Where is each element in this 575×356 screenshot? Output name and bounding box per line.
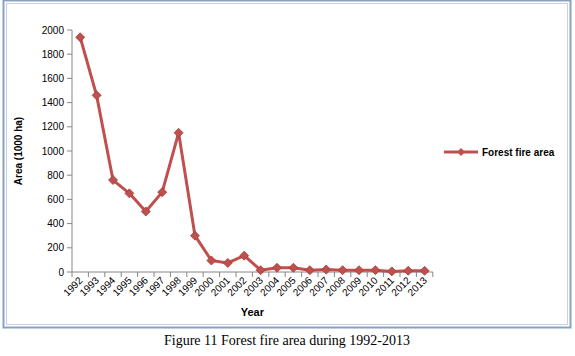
- data-point: [305, 266, 314, 275]
- y-axis-title: Area (1000 ha): [13, 117, 24, 185]
- x-tick-divider: [285, 272, 286, 277]
- y-tick-label: 2000: [42, 25, 65, 36]
- x-tick-divider: [72, 272, 73, 277]
- data-point: [420, 266, 429, 275]
- chart: 0200400600800100012001400160018002000199…: [0, 0, 575, 356]
- data-point: [322, 265, 331, 274]
- data-point: [256, 266, 265, 275]
- data-point: [223, 258, 232, 267]
- y-tick-label: 600: [47, 194, 64, 205]
- x-tick-divider: [219, 272, 220, 277]
- x-tick-divider: [383, 272, 384, 277]
- x-tick-divider: [170, 272, 171, 277]
- y-tick-label: 1800: [42, 49, 65, 60]
- y-tick: [67, 30, 72, 31]
- y-tick-label: 1600: [42, 73, 65, 84]
- data-point: [240, 251, 249, 260]
- x-tick-divider: [318, 272, 319, 277]
- data-point: [289, 263, 298, 272]
- frame-inner: [7, 4, 568, 325]
- x-tick-divider: [236, 272, 237, 277]
- x-tick-divider: [400, 272, 401, 277]
- data-point: [141, 207, 150, 216]
- y-tick: [67, 126, 72, 127]
- y-tick: [67, 175, 72, 176]
- x-tick-divider: [203, 272, 204, 277]
- plot-area: [76, 33, 429, 276]
- y-tick: [67, 247, 72, 248]
- data-point: [371, 266, 380, 275]
- data-point: [338, 266, 347, 275]
- y-tick-label: 400: [47, 218, 64, 229]
- y-tick: [67, 78, 72, 79]
- data-point: [404, 266, 413, 275]
- x-tick-divider: [432, 272, 433, 277]
- data-point: [191, 231, 200, 240]
- data-point: [109, 176, 118, 185]
- y-tick: [67, 102, 72, 103]
- x-tick-divider: [252, 272, 253, 277]
- data-point: [387, 267, 396, 276]
- y-tick: [67, 223, 72, 224]
- data-point: [125, 189, 134, 198]
- x-tick-divider: [268, 272, 269, 277]
- frame: [4, 1, 571, 328]
- x-tick-label: 2013: [406, 274, 430, 298]
- x-tick-divider: [104, 272, 105, 277]
- data-point: [207, 256, 216, 265]
- y-tick-label: 1400: [42, 97, 65, 108]
- y-tick-label: 800: [47, 170, 64, 181]
- x-axis-title: Year: [241, 306, 265, 318]
- x-tick-divider: [88, 272, 89, 277]
- data-point: [92, 91, 101, 100]
- x-tick-divider: [121, 272, 122, 277]
- caption: Figure 11 Forest fire area during 1992-2…: [164, 333, 410, 348]
- legend-marker: [457, 148, 465, 156]
- x-tick-divider: [334, 272, 335, 277]
- y-tick-label: 200: [47, 242, 64, 253]
- data-point: [355, 266, 364, 275]
- legend-label: Forest fire area: [482, 147, 555, 158]
- data-point: [76, 33, 85, 42]
- x-tick-divider: [186, 272, 187, 277]
- data-point: [174, 128, 183, 137]
- y-tick: [67, 272, 72, 273]
- x-tick-divider: [137, 272, 138, 277]
- y-tick: [67, 54, 72, 55]
- y-tick-label: 0: [58, 267, 64, 278]
- data-point: [273, 263, 282, 272]
- y-tick-label: 1000: [42, 146, 65, 157]
- x-tick-divider: [301, 272, 302, 277]
- x-tick-divider: [154, 272, 155, 277]
- y-tick-label: 1200: [42, 121, 65, 132]
- x-tick-divider: [350, 272, 351, 277]
- series-line: [80, 37, 424, 271]
- x-tick-divider: [416, 272, 417, 277]
- data-point: [158, 188, 167, 197]
- x-tick-divider: [367, 272, 368, 277]
- y-tick: [67, 199, 72, 200]
- y-tick: [67, 151, 72, 152]
